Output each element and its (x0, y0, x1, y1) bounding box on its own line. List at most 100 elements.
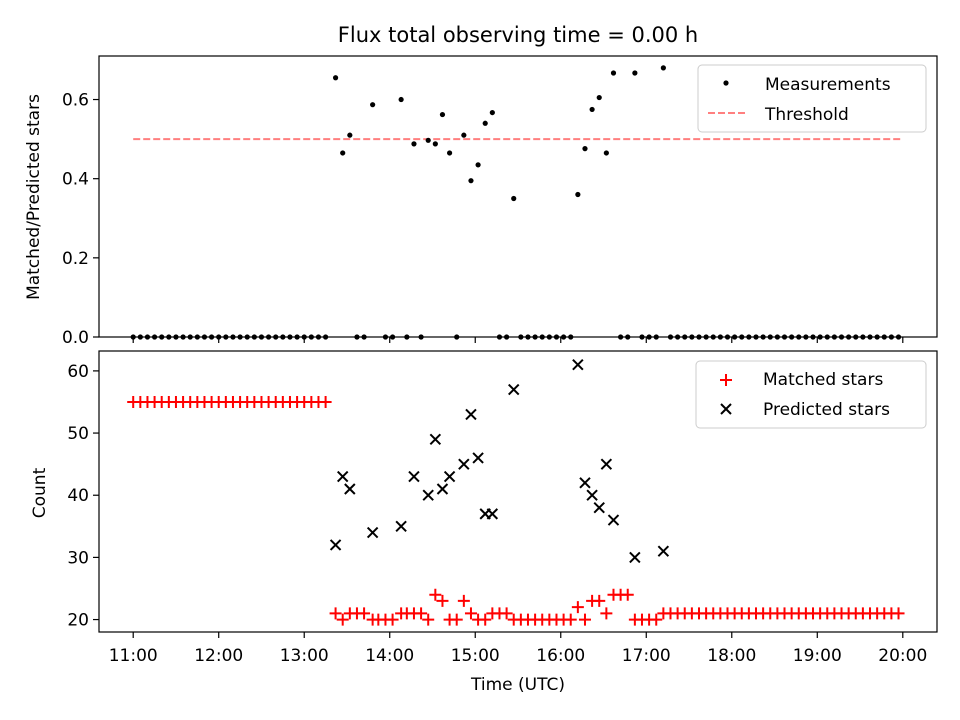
measurement-point (610, 70, 617, 76)
measurement-point (411, 141, 417, 147)
matched-star-point (657, 607, 670, 620)
top-x-ticks (132, 337, 904, 343)
top-y-tick-label: 0.4 (62, 170, 89, 190)
bottom-legend-frame (695, 360, 927, 429)
bottom-axes-frame (98, 350, 938, 633)
x-tick-label: 19:00 (793, 646, 842, 666)
matched-star-point (621, 588, 634, 601)
bottom-y-ticks: 20 30 40 50 60 (67, 362, 99, 631)
matched-star-point (429, 588, 442, 601)
predicted-star-point (408, 470, 420, 483)
measurement-point (489, 109, 495, 116)
predicted-star-point (629, 551, 641, 564)
measurement-point (482, 120, 488, 126)
chart-title: Flux total observing time = 0.00 h (338, 23, 698, 47)
predicted-star-point (657, 545, 670, 557)
predicted-star-point (329, 539, 342, 551)
matched-star-point (578, 613, 591, 626)
measurement-point (475, 162, 481, 168)
matched-star-point (479, 613, 492, 626)
x-tick-label: 20:00 (878, 646, 927, 666)
matched-star-point (571, 601, 584, 614)
x-tick-label: 18:00 (707, 646, 756, 666)
measurement-point (596, 94, 602, 101)
bottom-legend: Matched stars Predicted stars (695, 360, 927, 429)
matched-star-point (564, 613, 577, 626)
measurement-point (660, 65, 666, 71)
legend-marker-measurements (723, 80, 729, 86)
measurement-point (370, 102, 376, 108)
measurement-point (632, 70, 638, 76)
measurement-point (425, 137, 431, 143)
predicted-star-point (600, 458, 613, 470)
predicted-star-point (458, 458, 470, 470)
x-tick-label: 11:00 (109, 646, 158, 666)
matched-star-point (892, 607, 905, 620)
top-y-axis-label: Matched/Predicted stars (24, 94, 44, 300)
predicted-star-point (465, 408, 477, 421)
predicted-star-point (443, 470, 456, 483)
matched-star-point (415, 607, 428, 620)
predicted-star-point (429, 433, 442, 445)
measurement-point (340, 150, 346, 156)
measurement-point (575, 191, 581, 198)
x-axis-label: Time (UTC) (470, 675, 565, 695)
top-y-tick-label: 0.2 (62, 249, 89, 269)
top-y-tick-label: 0.0 (62, 328, 89, 348)
bottom-x-ticks: 11:00 12:00 13:00 14:00 15:00 16:00 17:00 18:00… (109, 632, 927, 666)
legend-label-matched: Matched stars (763, 370, 883, 390)
predicted-star-point (593, 501, 605, 514)
predicted-star-point (508, 383, 520, 396)
legend-label-predicted: Predicted stars (763, 400, 890, 420)
legend-marker-predicted (720, 403, 732, 415)
matched-star-point (358, 607, 371, 620)
measurement-point (398, 96, 404, 103)
matched-star-point (593, 594, 606, 607)
bottom-y-tick-label: 20 (67, 611, 89, 631)
x-tick-label: 17:00 (622, 646, 671, 666)
predicted-star-point (395, 520, 407, 533)
matched-star-point (464, 607, 477, 620)
top-y-tick-label: 0.6 (62, 91, 89, 111)
measurement-point (589, 106, 595, 113)
legend-label-threshold: Threshold (764, 105, 849, 125)
bottom-panel: 20 30 40 50 60 11:00 12:00 13:00 14:00 15:00 16:0… (30, 350, 938, 695)
predicted-star-point (336, 470, 349, 483)
x-tick-label: 12:00 (194, 646, 243, 666)
predicted-star-point (607, 514, 620, 526)
matched-star-point (422, 613, 435, 626)
matched-star-point (319, 395, 332, 408)
predicted-star-point (344, 483, 356, 495)
measurement-point (432, 141, 438, 147)
matched-star-point (457, 594, 470, 607)
measurement-point (461, 132, 467, 138)
top-legend: Measurements Threshold (697, 64, 927, 133)
x-tick-label: 16:00 (536, 646, 585, 666)
bottom-y-tick-label: 60 (67, 362, 89, 382)
matched-star-point (450, 613, 463, 626)
top-axes-frame (98, 55, 938, 338)
predicted-star-point (436, 483, 449, 495)
matched-star-point (336, 613, 349, 626)
bottom-y-tick-label: 40 (67, 486, 89, 506)
predicted-star-point (422, 489, 434, 501)
matched-star-point (436, 594, 449, 607)
x-tick-label: 14:00 (365, 646, 414, 666)
matched-star-point (329, 607, 342, 620)
predicted-star-point (572, 358, 584, 371)
predicted-star-point (579, 477, 591, 489)
legend-label-measurements: Measurements (765, 75, 891, 95)
measurement-point (332, 75, 339, 81)
measurement-point (511, 195, 517, 202)
measurements-group (130, 65, 902, 340)
bottom-y-axis-label: Count (30, 467, 50, 518)
bottom-y-tick-label: 30 (67, 548, 89, 568)
predicted-star-point (486, 508, 499, 520)
top-legend-frame (697, 64, 927, 133)
legend-marker-matched (720, 374, 732, 386)
matched-star-point (386, 613, 399, 626)
bottom-y-tick-label: 50 (67, 424, 89, 444)
measurement-point (468, 178, 474, 184)
predicted-star-point (472, 452, 484, 464)
